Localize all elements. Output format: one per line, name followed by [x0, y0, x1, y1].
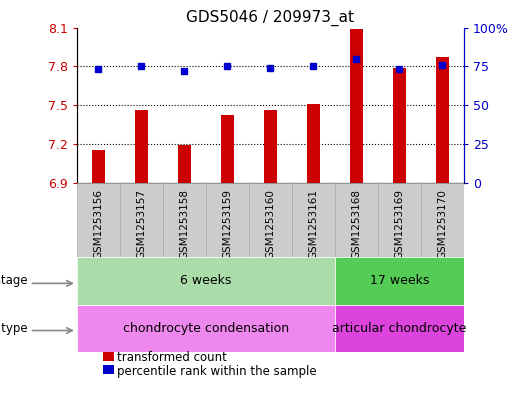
Bar: [77, 183, 120, 257]
Text: percentile rank within the sample: percentile rank within the sample: [117, 365, 316, 378]
Bar: [264, 110, 277, 183]
Bar: [393, 68, 405, 183]
Bar: [421, 183, 464, 257]
Text: 17 weeks: 17 weeks: [369, 274, 429, 288]
Text: transformed count: transformed count: [117, 351, 226, 364]
Bar: [249, 183, 292, 257]
Bar: [350, 29, 363, 183]
Text: GSM1253160: GSM1253160: [266, 189, 275, 259]
Text: GSM1253168: GSM1253168: [351, 189, 361, 259]
Bar: [378, 183, 421, 257]
Text: GSM1253156: GSM1253156: [93, 189, 103, 259]
Text: GSM1253161: GSM1253161: [308, 189, 319, 259]
Text: GSM1253158: GSM1253158: [179, 189, 189, 259]
Bar: [221, 116, 234, 183]
Text: articular chondrocyte: articular chondrocyte: [332, 321, 466, 335]
Text: 6 weeks: 6 weeks: [180, 274, 232, 288]
Bar: [163, 183, 206, 257]
Text: GSM1253169: GSM1253169: [394, 189, 404, 259]
Bar: [292, 183, 335, 257]
Bar: [335, 183, 378, 257]
Text: chondrocyte condensation: chondrocyte condensation: [123, 321, 289, 335]
Bar: [335, 257, 464, 305]
Bar: [103, 365, 114, 374]
Text: cell type: cell type: [0, 321, 28, 335]
Bar: [77, 257, 335, 305]
Text: development stage: development stage: [0, 274, 28, 288]
Bar: [103, 352, 114, 361]
Title: GDS5046 / 209973_at: GDS5046 / 209973_at: [187, 10, 354, 26]
Text: GSM1253170: GSM1253170: [437, 189, 447, 259]
Bar: [178, 145, 191, 183]
Bar: [92, 151, 105, 183]
Bar: [77, 305, 335, 352]
Text: GSM1253159: GSM1253159: [222, 189, 232, 259]
Bar: [206, 183, 249, 257]
Text: GSM1253157: GSM1253157: [136, 189, 146, 259]
Bar: [436, 57, 449, 183]
Bar: [307, 104, 320, 183]
Bar: [135, 110, 148, 183]
Bar: [335, 305, 464, 352]
Bar: [120, 183, 163, 257]
